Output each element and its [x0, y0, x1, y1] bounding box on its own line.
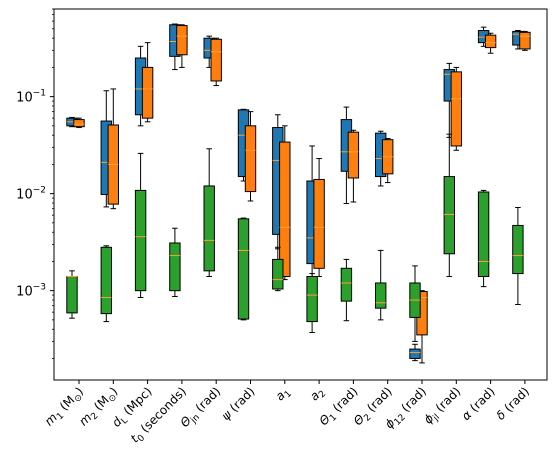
box-iqr	[203, 185, 215, 272]
box-series_c-12	[477, 189, 490, 288]
x-tick-label: a1	[273, 384, 294, 405]
box-iqr	[340, 267, 353, 302]
plot-frame	[53, 8, 548, 381]
x-label-sub: 0	[136, 433, 147, 444]
box-iqr	[244, 125, 257, 193]
x-tick-label: α (rad)	[459, 384, 498, 423]
box-iqr	[477, 191, 490, 277]
box-iqr	[519, 31, 531, 50]
y-tick-label: 10−3	[16, 283, 46, 300]
box-series_c-5	[237, 217, 250, 321]
box-series_c-8	[340, 258, 353, 322]
y-tick-label: 10−2	[16, 186, 46, 203]
boxes-layer	[66, 23, 531, 364]
box-series_c-6	[272, 246, 284, 292]
box-iqr	[100, 246, 112, 315]
box-iqr	[512, 224, 524, 275]
box-series_b-11	[450, 66, 463, 151]
box-iqr	[450, 71, 463, 147]
x-label-unit: (rad)	[224, 384, 257, 417]
x-label-sub: 2	[362, 413, 373, 424]
box-iqr	[169, 242, 181, 292]
box-series_b-0	[73, 117, 85, 129]
box-iqr	[409, 348, 421, 359]
y-axis: 10−310−210−1	[16, 8, 54, 359]
box-series_b-4	[210, 37, 222, 87]
x-tick-label: a2	[307, 384, 328, 405]
box-series_c-2	[134, 152, 147, 299]
x-tick-label: δ (rad)	[494, 384, 532, 422]
box-series_c-1	[100, 245, 112, 323]
box-series_c-10	[409, 265, 421, 342]
box-iqr	[210, 38, 222, 82]
box-series_b-7	[313, 158, 325, 277]
x-label-sub: 1	[283, 389, 294, 400]
box-series_b-1	[107, 88, 119, 210]
box-iqr	[73, 119, 85, 128]
box-series_b-13	[519, 30, 531, 51]
x-label-sub: 2	[89, 411, 100, 422]
box-series_b-5	[244, 111, 257, 202]
box-series_c-7	[306, 273, 318, 334]
box-iqr	[484, 34, 497, 49]
box-iqr	[134, 189, 147, 292]
y-tick-exponent: −1	[33, 89, 46, 99]
x-label-unit: (rad)	[362, 384, 395, 417]
y-tick-label: 10−1	[16, 89, 46, 106]
y-tick-exponent: −3	[33, 283, 46, 293]
box-series_c-13	[512, 206, 524, 306]
box-series_c-4	[203, 148, 215, 277]
x-label-sub: jl	[431, 413, 442, 424]
x-label-sub: 2	[317, 389, 328, 400]
x-label-unit: (rad)	[499, 384, 532, 417]
x-axis: m1 (M⊙)m2 (M⊙)dL (Mpc)t0 (seconds)Θjn (r…	[42, 380, 532, 446]
x-label-sub: L	[120, 416, 131, 427]
x-tick-label: ψ (rad)	[219, 384, 258, 423]
box-iqr	[306, 275, 318, 323]
y-tick-base: 10	[16, 285, 33, 300]
box-series_b-12	[484, 32, 497, 54]
box-series_c-9	[375, 249, 387, 321]
box-series_c-0	[66, 270, 78, 319]
box-iqr	[347, 131, 360, 179]
box-iqr	[313, 178, 325, 269]
y-tick-base: 10	[16, 188, 33, 203]
box-series_b-8	[347, 129, 360, 203]
box-series_c-11	[443, 133, 456, 277]
box-iqr	[272, 258, 284, 290]
box-iqr	[141, 66, 154, 119]
y-tick-base: 10	[16, 91, 33, 106]
x-tick-label: m1 (M⊙)	[42, 384, 88, 430]
box-iqr	[443, 176, 456, 255]
box-iqr	[375, 282, 387, 309]
box-iqr	[176, 25, 188, 56]
x-tick-label: ϕjl (rad)	[421, 384, 466, 429]
x-label-sub: 1	[328, 413, 339, 424]
box-series_b-3	[176, 24, 188, 68]
box-iqr	[237, 218, 250, 320]
y-tick-exponent: −2	[33, 186, 46, 196]
box-iqr	[279, 141, 291, 277]
x-label-sub: 1	[55, 411, 66, 422]
box-series_b-9	[382, 138, 394, 184]
box-series_b-6	[279, 125, 291, 281]
box-series_a-10	[409, 343, 421, 362]
box-series_c-3	[169, 227, 181, 298]
box-iqr	[66, 275, 78, 314]
box-series_b-2	[141, 42, 154, 123]
